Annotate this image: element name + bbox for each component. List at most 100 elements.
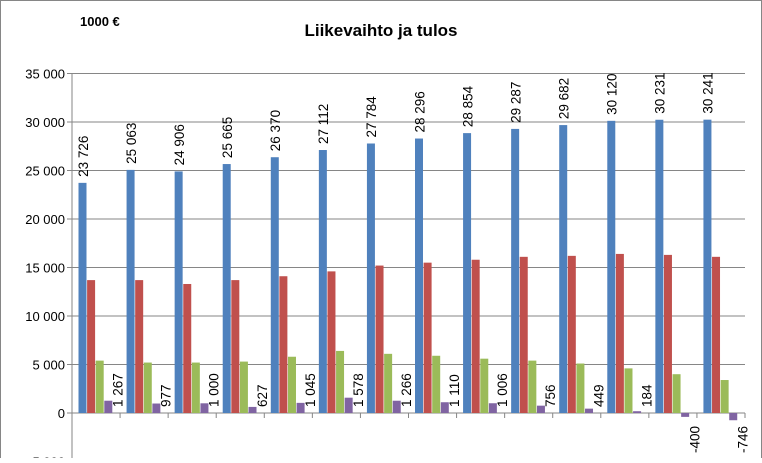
bar-series-2 (327, 271, 336, 413)
bar-series-2 (519, 256, 528, 413)
bar-series-3 (624, 368, 633, 413)
bar-series-3 (432, 355, 441, 413)
bar-series-4 (392, 400, 401, 413)
bar-series-3 (384, 353, 393, 413)
axes: -5 000 0 5 000 10 000 15 000 20 000 25 000 30 0… (25, 67, 746, 463)
bar-series-4 (585, 408, 594, 413)
result-data-label: -400 (687, 426, 702, 453)
bar-series-3 (191, 362, 200, 413)
revenue-data-label: 27 784 (364, 96, 379, 138)
bar-series-4 (296, 402, 305, 413)
bar-series-3 (480, 358, 489, 413)
bar-series-4 (200, 403, 209, 413)
bar-series-1 (655, 119, 664, 413)
result-data-label: 1 000 (207, 373, 222, 407)
result-data-label: 1 267 (111, 373, 126, 407)
result-data-label: 627 (255, 384, 270, 407)
y-tick-label: 5 000 (32, 358, 65, 373)
result-data-label: 977 (159, 384, 174, 407)
result-data-label: 1 266 (399, 373, 414, 407)
bar-series-1 (222, 164, 231, 413)
y-tick-label: 20 000 (25, 212, 65, 227)
result-data-label: -746 (736, 426, 751, 453)
result-data-label: 449 (591, 384, 606, 407)
bar-series-4 (248, 406, 257, 413)
revenue-data-label: 23 726 (76, 136, 91, 177)
revenue-data-label: 25 665 (220, 117, 235, 158)
chart-title: Liikevaihto ja tulos (304, 21, 457, 40)
result-data-label: 1 110 (447, 374, 462, 407)
bar-series-2 (423, 262, 432, 413)
result-data-label: 1 006 (495, 373, 510, 407)
revenue-data-label: 30 231 (653, 72, 668, 113)
bar-series-4 (681, 413, 690, 417)
bar-series-1 (78, 182, 87, 413)
bar-series-3 (576, 363, 585, 413)
revenue-data-label: 25 063 (124, 123, 139, 164)
revenue-data-label: 28 296 (412, 91, 427, 132)
y-tick-label: 25 000 (25, 164, 65, 179)
bar-series-1 (126, 169, 135, 413)
bar-series-2 (135, 280, 144, 413)
bar-series-3 (239, 361, 248, 413)
revenue-data-label: 27 112 (316, 104, 331, 144)
bar-series-2 (471, 259, 480, 413)
bar-series-1 (174, 171, 183, 413)
revenue-data-label: 29 287 (508, 82, 523, 123)
bar-series-1 (607, 120, 616, 413)
bar-series-2 (183, 283, 192, 413)
y-tick-label: -5 000 (28, 455, 65, 459)
bar-series-3 (336, 350, 345, 413)
bar-series-3 (287, 356, 296, 413)
bars (78, 119, 738, 421)
revenue-data-label: 24 906 (172, 124, 187, 165)
result-data-label: 1 045 (303, 373, 318, 407)
bar-series-1 (318, 150, 327, 413)
y-tick-label: 15 000 (25, 261, 65, 276)
revenue-data-label: 29 682 (557, 78, 572, 119)
bar-series-1 (366, 143, 375, 414)
bar-series-1 (463, 133, 472, 413)
revenue-data-label: 28 854 (460, 85, 475, 127)
y-tick-label: 30 000 (25, 115, 65, 130)
bar-series-2 (375, 265, 384, 413)
bar-series-3 (528, 360, 537, 413)
result-data-label: 756 (543, 384, 558, 407)
unit-label: 1000 € (80, 14, 120, 29)
y-tick-label: 10 000 (25, 309, 65, 324)
revenue-data-label: 26 370 (268, 110, 283, 151)
y-tick-label: 0 (58, 406, 65, 421)
bar-series-4 (440, 402, 449, 413)
bar-series-2 (663, 254, 672, 413)
bar-series-3 (672, 374, 681, 413)
bar-series-2 (567, 255, 576, 413)
bar-series-2 (615, 253, 624, 413)
data-labels: 23 726 25 063 24 906 25 665 26 370 27 112 27 7… (76, 72, 751, 453)
bar-series-2 (87, 280, 96, 413)
bar-series-1 (511, 128, 520, 413)
bar-series-3 (143, 362, 152, 413)
bar-series-4 (729, 413, 738, 421)
bar-series-4 (536, 405, 545, 413)
y-tick-label: 35 000 (25, 67, 65, 82)
bar-series-2 (712, 256, 721, 413)
revenue-data-label: 30 120 (605, 74, 620, 115)
result-data-label: 184 (639, 384, 654, 407)
bar-series-2 (231, 280, 240, 413)
bar-series-3 (95, 360, 104, 413)
bar-series-3 (720, 380, 729, 413)
bar-series-1 (559, 125, 568, 414)
bar-series-1 (270, 157, 279, 413)
result-data-label: 1 578 (351, 373, 366, 407)
bar-series-1 (415, 138, 423, 413)
bar-series-4 (633, 411, 642, 413)
bar-series-4 (152, 403, 161, 413)
bar-series-4 (344, 397, 353, 413)
bar-series-2 (279, 276, 288, 413)
bar-series-1 (703, 119, 712, 414)
revenue-data-label: 30 241 (701, 72, 716, 113)
bar-series-4 (488, 403, 497, 413)
bar-series-4 (104, 400, 113, 413)
